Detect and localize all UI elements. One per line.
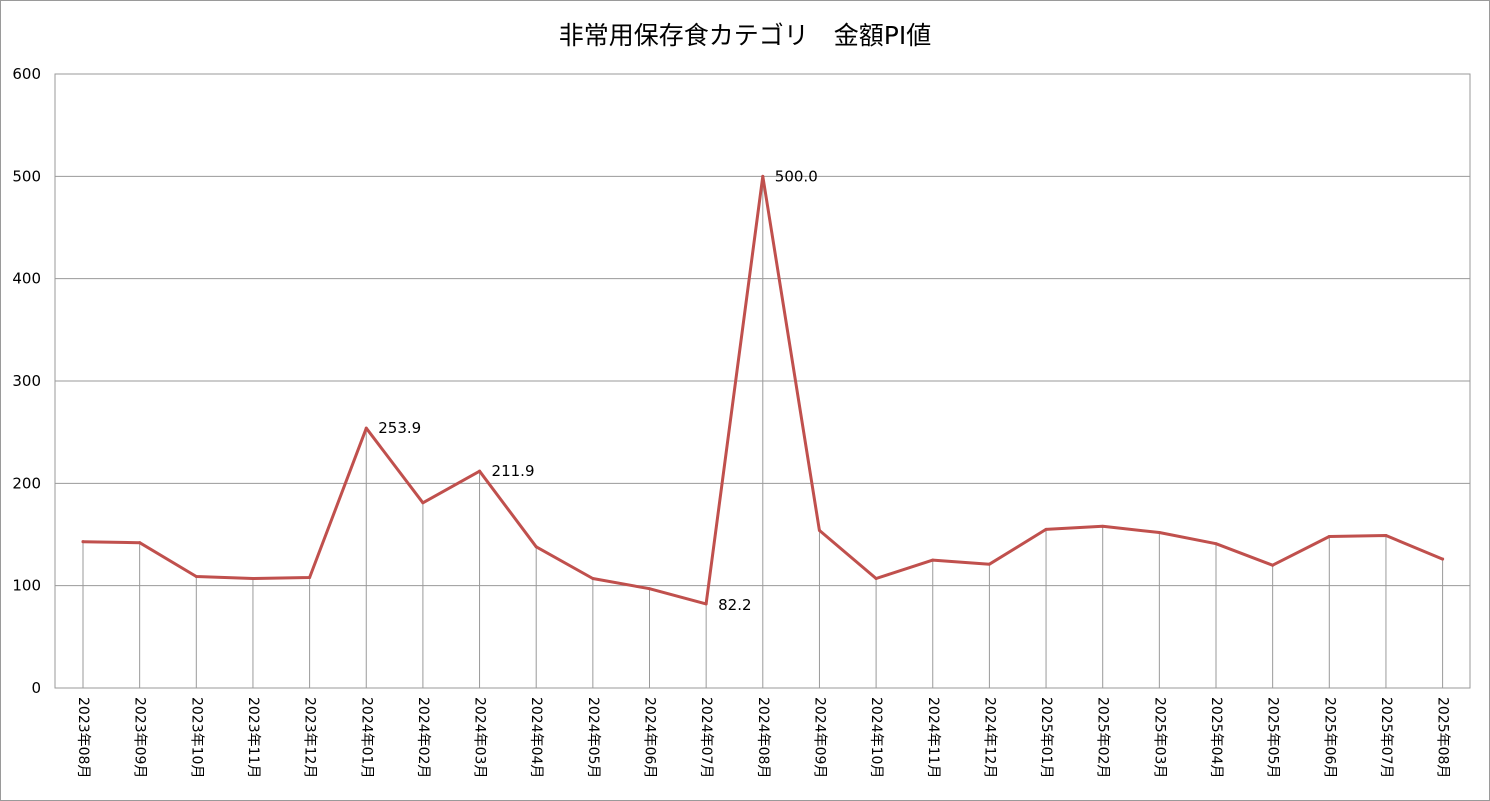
x-tick-label: 2023年11月 <box>245 697 261 778</box>
y-tick-label: 100 <box>12 577 41 595</box>
data-point <box>421 501 425 505</box>
x-tick-label: 2024年08月 <box>755 697 771 778</box>
x-tick-label: 2024年12月 <box>981 697 997 778</box>
x-tick-label: 2024年07月 <box>698 697 714 778</box>
chart-title: 非常用保存食カテゴリ 金額PI値 <box>558 21 932 50</box>
data-point <box>591 577 595 581</box>
data-point <box>534 545 538 549</box>
x-tick-label: 2023年12月 <box>302 697 318 778</box>
x-tick-label: 2025年03月 <box>1151 697 1167 778</box>
x-tick-label: 2024年11月 <box>925 697 941 778</box>
data-label: 253.9 <box>378 419 421 437</box>
data-point <box>648 587 651 591</box>
data-point <box>931 558 935 562</box>
x-tick-label: 2024年01月 <box>358 697 374 778</box>
x-tick-label: 2025年01月 <box>1038 697 1054 778</box>
y-tick-label: 600 <box>12 65 41 83</box>
x-tick-label: 2024年05月 <box>585 697 601 778</box>
x-tick-label: 2025年07月 <box>1378 697 1394 778</box>
y-tick-label: 300 <box>12 372 41 390</box>
data-point <box>478 469 482 473</box>
x-tick-label: 2025年05月 <box>1265 697 1281 778</box>
data-point <box>987 562 991 566</box>
x-tick-label: 2025年02月 <box>1095 697 1111 778</box>
data-point <box>1271 563 1275 567</box>
data-point <box>251 577 255 581</box>
data-point <box>761 174 765 178</box>
data-point <box>874 577 878 581</box>
data-label: 211.9 <box>492 462 535 480</box>
x-tick-label: 2023年08月 <box>75 697 91 778</box>
y-tick-label: 0 <box>31 679 41 697</box>
data-point <box>1441 557 1445 561</box>
x-tick-label: 2024年06月 <box>642 697 658 778</box>
data-point <box>138 541 142 545</box>
data-point <box>364 426 368 430</box>
x-tick-label: 2025年06月 <box>1321 697 1337 778</box>
x-tick-label: 2023年10月 <box>188 697 204 778</box>
x-tick-label: 2024年09月 <box>811 697 827 778</box>
data-point <box>81 540 85 544</box>
y-tick-label: 200 <box>12 474 41 492</box>
data-label: 82.2 <box>718 596 751 614</box>
x-tick-label: 2025年08月 <box>1435 697 1451 778</box>
data-point <box>817 528 821 532</box>
data-point <box>1214 542 1218 546</box>
data-point <box>1384 534 1388 538</box>
y-tick-label: 500 <box>12 167 41 185</box>
x-tick-label: 2024年10月 <box>868 697 884 778</box>
x-tick-label: 2025年04月 <box>1208 697 1224 778</box>
x-tick-label: 2024年03月 <box>472 697 488 778</box>
data-point <box>1327 535 1331 539</box>
y-tick-label: 400 <box>12 270 41 288</box>
data-label: 500.0 <box>775 167 818 185</box>
data-point <box>1044 527 1048 531</box>
data-point <box>704 602 708 606</box>
data-point <box>1157 530 1161 534</box>
x-tick-label: 2023年09月 <box>132 697 148 778</box>
data-point <box>194 574 198 578</box>
data-point <box>308 575 312 579</box>
x-tick-label: 2024年02月 <box>415 697 431 778</box>
data-point <box>1101 524 1105 528</box>
x-tick-label: 2024年04月 <box>528 697 544 778</box>
